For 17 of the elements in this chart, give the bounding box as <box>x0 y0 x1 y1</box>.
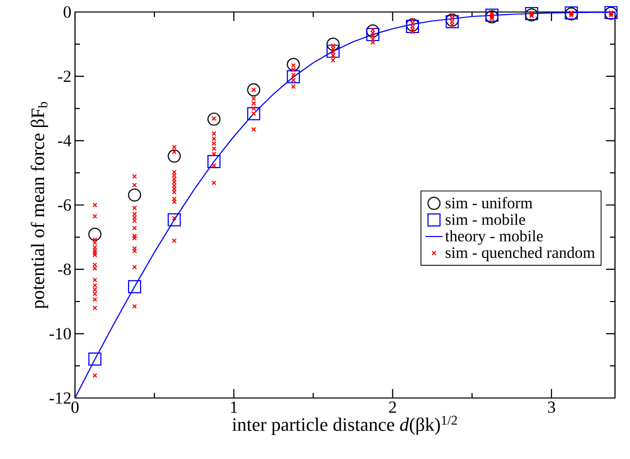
y-tick-label: -4 <box>58 135 72 146</box>
x-tick-label: 1 <box>231 402 238 413</box>
x-tick-label: 3 <box>548 402 556 413</box>
y-tick-label: -2 <box>58 70 71 82</box>
legend-label: sim - quenched random <box>446 246 595 262</box>
y-tick-label: -10 <box>50 328 71 340</box>
y-tick-label: -6 <box>58 199 71 211</box>
legend-label: theory - mobile <box>445 230 543 245</box>
y-tick-label: 0 <box>64 6 71 18</box>
y-axis-title: potential of mean force βF$_{b}$ <box>30 102 48 309</box>
x-axis-title: inter particle distance d(βk)$^{1/2}$ <box>232 416 457 435</box>
x-tick-label: 0 <box>71 402 79 413</box>
legend-label: sim - mobile <box>446 214 526 225</box>
y-tick-label: -8 <box>58 264 71 276</box>
x-tick-label: 2 <box>389 402 396 413</box>
legend-label: sim - uniform <box>446 196 532 208</box>
y-tick-label: -12 <box>50 392 71 404</box>
